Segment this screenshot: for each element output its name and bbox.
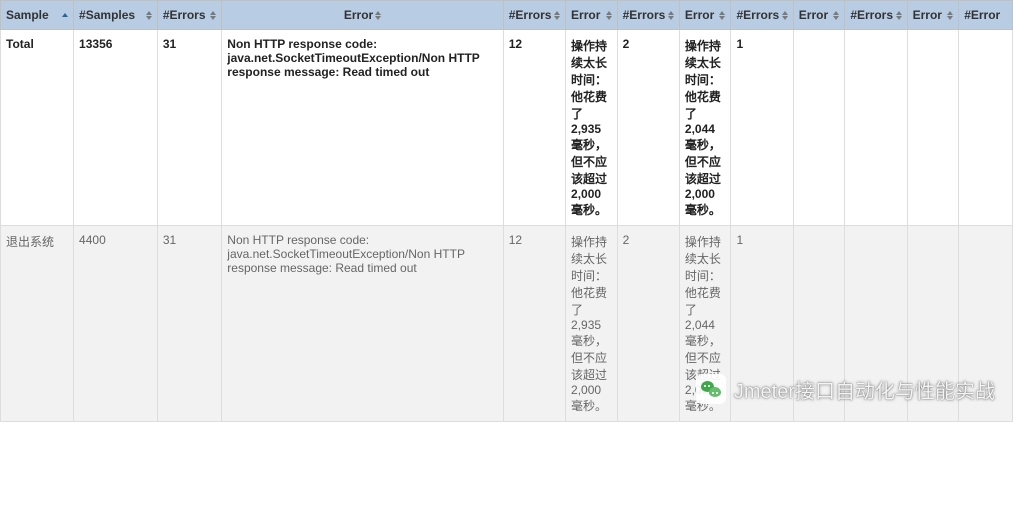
table-cell <box>907 30 959 226</box>
col-header-label: Error <box>344 8 373 22</box>
table-cell <box>959 30 1013 226</box>
table-row: Total1335631Non HTTP response code: java… <box>1 30 1013 226</box>
errors-table: Sample #Samples #Errors Error #Errors Error #E… <box>0 0 1013 422</box>
col-header-label: Error <box>913 8 942 22</box>
col-header-11[interactable]: Error <box>907 1 959 30</box>
table-cell <box>907 226 959 422</box>
table-cell: Non HTTP response code: java.net.SocketT… <box>222 226 503 422</box>
col-header-label: #Errors <box>736 8 779 22</box>
col-header-label: #Errors <box>509 8 552 22</box>
col-header-2[interactable]: #Errors <box>157 1 221 30</box>
table-cell: 2 <box>617 226 679 422</box>
table-cell <box>959 226 1013 422</box>
col-header-4[interactable]: #Errors <box>503 1 565 30</box>
col-header-0[interactable]: Sample <box>1 1 74 30</box>
table-cell: 31 <box>157 30 221 226</box>
col-header-9[interactable]: Error <box>793 1 845 30</box>
table-cell: 操作持续太长时间：他花费了 2,044 毫秒，但不应该超过 2,000 毫秒。 <box>679 226 731 422</box>
sort-icon <box>62 13 68 18</box>
table-cell: 退出系统 <box>1 226 74 422</box>
table-row: 退出系统440031Non HTTP response code: java.n… <box>1 226 1013 422</box>
col-header-label: Error <box>799 8 828 22</box>
col-header-label: #Errors <box>850 8 893 22</box>
table-cell: 1 <box>731 226 793 422</box>
col-header-6[interactable]: #Errors <box>617 1 679 30</box>
sort-icon <box>719 11 725 20</box>
col-header-label: #Error <box>964 8 1000 22</box>
table-header-row: Sample #Samples #Errors Error #Errors Error #E… <box>1 1 1013 30</box>
col-header-3[interactable]: Error <box>222 1 503 30</box>
col-header-label: Error <box>571 8 600 22</box>
table-cell: 4400 <box>74 226 158 422</box>
table-cell <box>793 226 845 422</box>
table-cell: Total <box>1 30 74 226</box>
table-cell <box>845 30 907 226</box>
col-header-5[interactable]: Error <box>566 1 618 30</box>
table-cell: 31 <box>157 226 221 422</box>
col-header-label: #Errors <box>623 8 666 22</box>
table-cell: 1 <box>731 30 793 226</box>
col-header-label: #Errors <box>163 8 206 22</box>
col-header-label: #Samples <box>79 8 135 22</box>
sort-icon <box>833 11 839 20</box>
table-cell: 12 <box>503 226 565 422</box>
sort-icon <box>606 11 612 20</box>
table-cell: 操作持续太长时间：他花费了 2,935 毫秒，但不应该超过 2,000 毫秒。 <box>566 30 618 226</box>
table-cell: 操作持续太长时间：他花费了 2,935 毫秒，但不应该超过 2,000 毫秒。 <box>566 226 618 422</box>
col-header-12[interactable]: #Error <box>959 1 1013 30</box>
sort-icon <box>210 11 216 20</box>
col-header-7[interactable]: Error <box>679 1 731 30</box>
table-cell <box>793 30 845 226</box>
col-header-8[interactable]: #Errors <box>731 1 793 30</box>
col-header-1[interactable]: #Samples <box>74 1 158 30</box>
table-cell: 操作持续太长时间：他花费了 2,044 毫秒，但不应该超过 2,000 毫秒。 <box>679 30 731 226</box>
table-cell: Non HTTP response code: java.net.SocketT… <box>222 30 503 226</box>
sort-icon <box>668 11 674 20</box>
sort-icon <box>947 11 953 20</box>
col-header-label: Error <box>685 8 714 22</box>
sort-icon <box>554 11 560 20</box>
sort-icon <box>375 11 381 20</box>
sort-icon <box>146 11 152 20</box>
col-header-label: Sample <box>6 8 49 22</box>
table-cell: 2 <box>617 30 679 226</box>
table-cell <box>845 226 907 422</box>
col-header-10[interactable]: #Errors <box>845 1 907 30</box>
table-cell: 12 <box>503 30 565 226</box>
sort-icon <box>782 11 788 20</box>
table-cell: 13356 <box>74 30 158 226</box>
sort-icon <box>896 11 902 20</box>
